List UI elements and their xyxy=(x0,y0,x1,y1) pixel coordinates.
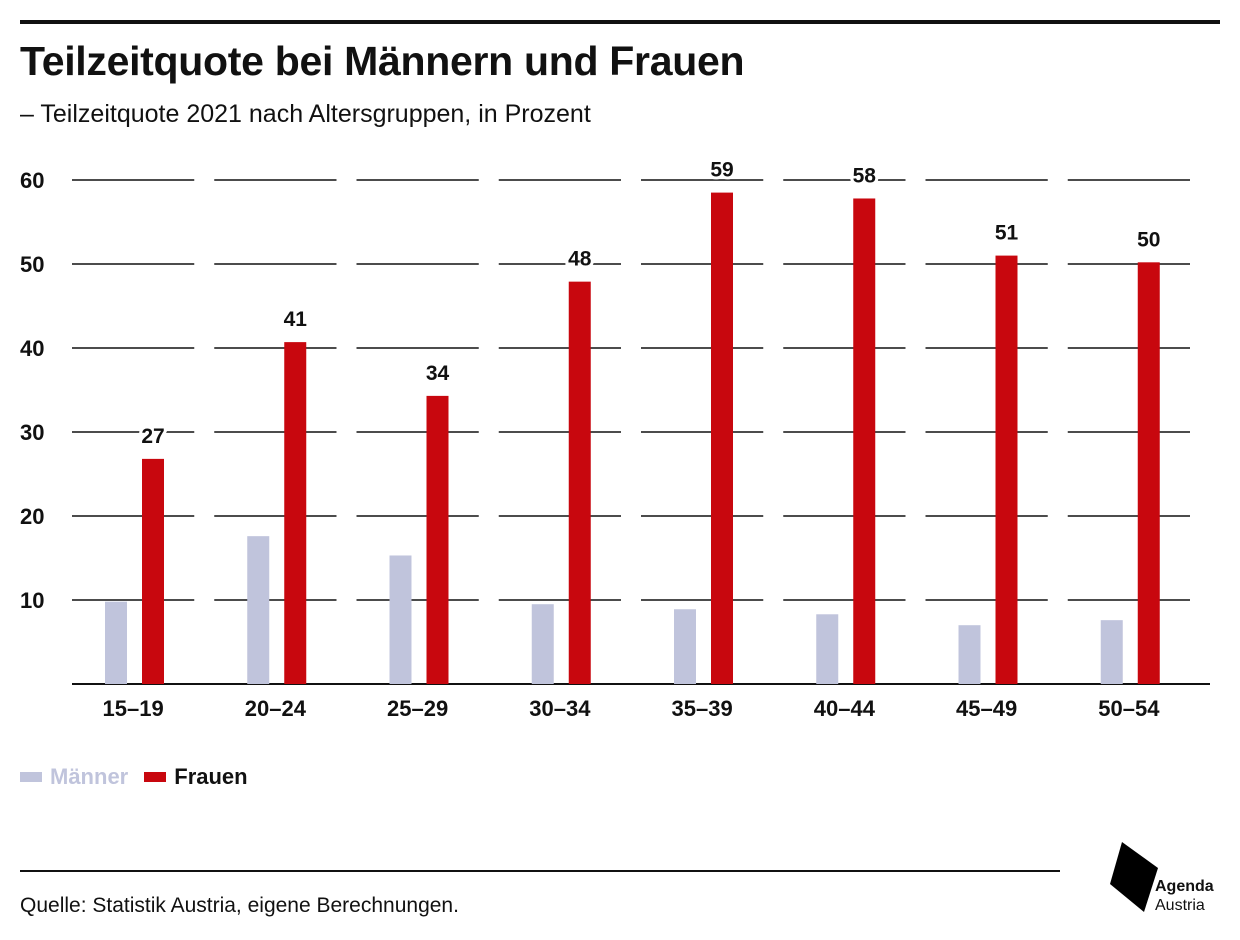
x-tick-label: 45–49 xyxy=(956,696,1017,721)
bar-frauen xyxy=(568,281,591,684)
legend-item-frauen: Frauen xyxy=(144,764,248,790)
y-tick-label: 60 xyxy=(20,168,44,193)
y-tick-label: 30 xyxy=(20,420,44,445)
legend-item-maenner: Männer xyxy=(20,764,128,790)
source-note: Quelle: Statistik Austria, eigene Berech… xyxy=(20,894,459,917)
bottom-rule xyxy=(20,870,1060,872)
y-tick-label: 10 xyxy=(20,588,44,613)
bar-maenner xyxy=(389,555,412,684)
y-tick-label: 40 xyxy=(20,336,44,361)
x-tick-label: 30–34 xyxy=(529,696,591,721)
chart-subtitle: – Teilzeitquote 2021 nach Altersgruppen,… xyxy=(20,100,591,128)
logo-text-agenda: Agenda xyxy=(1155,878,1214,895)
bar-maenner xyxy=(1100,620,1123,684)
x-tick-label: 40–44 xyxy=(814,696,876,721)
data-label-frauen: 50 xyxy=(1137,228,1160,251)
bar-maenner xyxy=(958,625,981,684)
legend-label-maenner: Männer xyxy=(50,764,129,789)
chart-title: Teilzeitquote bei Männern und Frauen xyxy=(20,38,745,84)
x-tick-label: 25–29 xyxy=(387,696,448,721)
bar-maenner xyxy=(105,601,127,684)
logo-text-austria: Austria xyxy=(1155,897,1205,914)
data-label-frauen: 58 xyxy=(853,164,877,187)
top-rule xyxy=(20,20,1220,24)
data-label-frauen: 59 xyxy=(710,159,733,182)
bar-frauen xyxy=(284,342,307,684)
bar-frauen xyxy=(142,458,164,684)
data-label-frauen: 51 xyxy=(995,222,1019,245)
data-label-frauen: 41 xyxy=(284,308,308,331)
x-tick-label: 50–54 xyxy=(1098,696,1160,721)
legend-swatch-maenner xyxy=(20,772,42,782)
bar-frauen xyxy=(426,395,449,684)
bar-frauen xyxy=(1137,262,1160,684)
data-label-frauen: 48 xyxy=(568,248,592,271)
bar-frauen xyxy=(711,192,733,684)
agenda-austria-logo-icon xyxy=(1110,842,1158,912)
bar-maenner xyxy=(247,536,270,684)
bar-frauen xyxy=(853,198,876,685)
legend-swatch-frauen xyxy=(144,772,167,782)
x-tick-label: 35–39 xyxy=(672,696,733,721)
x-tick-label: 15–19 xyxy=(103,696,164,721)
data-label-frauen: 34 xyxy=(426,362,450,385)
legend: Männer Frauen xyxy=(20,764,264,790)
bar-maenner xyxy=(674,609,696,684)
y-tick-label: 50 xyxy=(20,252,44,277)
bar-maenner xyxy=(816,614,839,684)
bar-maenner xyxy=(531,604,554,684)
data-label-frauen: 27 xyxy=(141,425,164,448)
bar-frauen xyxy=(995,255,1018,684)
agenda-austria-logo: Agenda Austria xyxy=(1108,840,1228,920)
y-tick-label: 20 xyxy=(20,504,44,529)
x-tick-label: 20–24 xyxy=(245,696,307,721)
legend-label-frauen: Frauen xyxy=(174,764,248,789)
bar-chart: 10 20 30 40 50 60 27 15–19 41 20–24 34 25–29 48 30–34… xyxy=(20,158,1210,721)
